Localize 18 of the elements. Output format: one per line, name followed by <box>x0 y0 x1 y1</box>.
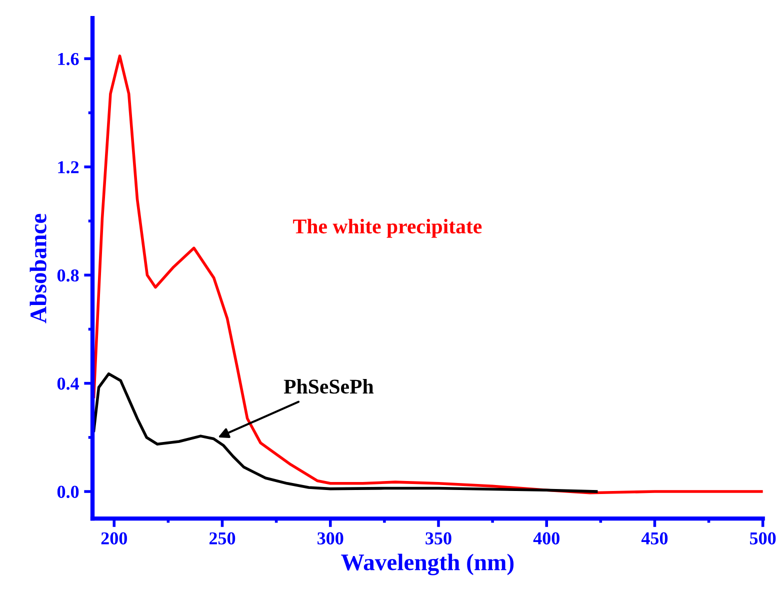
x-tick-label: 450 <box>641 532 668 544</box>
y-tick-label: 0.4 <box>57 378 79 390</box>
annotation: PhSeSePh <box>284 379 374 394</box>
y-tick-label: 1.2 <box>58 161 79 174</box>
x-axis-title: Wavelength (nm) <box>341 554 514 576</box>
line-series <box>92 54 763 494</box>
x-tick-label: 500 <box>750 532 776 544</box>
x-tick-label: 400 <box>533 532 560 544</box>
y-tick-label: 0.0 <box>57 486 79 498</box>
text: The white precipitate <box>293 218 482 238</box>
x-tick-label: 250 <box>209 532 236 544</box>
line-series <box>92 372 598 493</box>
x-tick-label: 350 <box>426 532 452 544</box>
x-tick-label: 200 <box>101 532 127 544</box>
y-axis-title: Absobance <box>30 214 46 324</box>
y-tick-label: 0.8 <box>57 269 79 282</box>
y-tick-label: 1.6 <box>58 52 79 66</box>
x-tick-label: 300 <box>318 532 344 544</box>
